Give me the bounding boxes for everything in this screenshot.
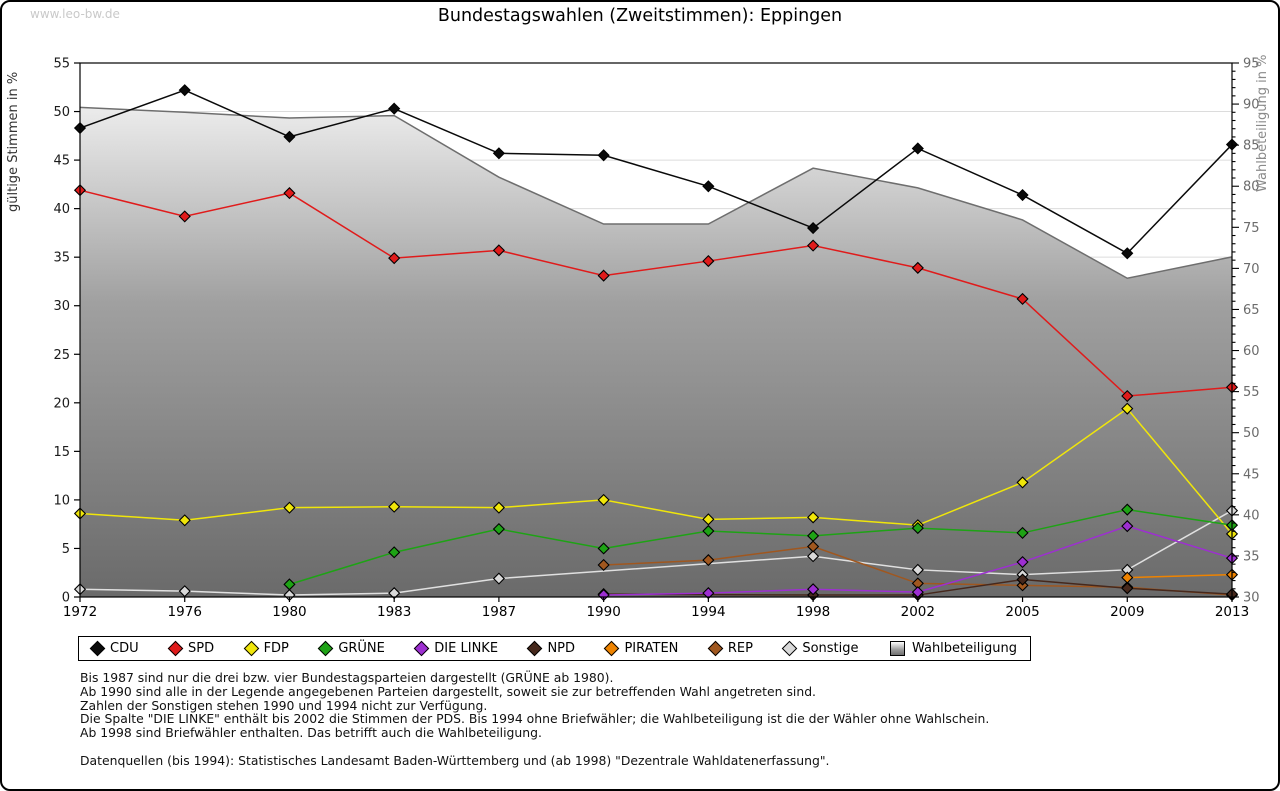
legend-item-spd: SPD xyxy=(167,640,215,657)
svg-text:50: 50 xyxy=(1243,426,1260,441)
left-axis-label: gültige Stimmen in % xyxy=(6,72,21,212)
diamond-marker-icon xyxy=(527,640,543,657)
svg-text:40: 40 xyxy=(1243,508,1260,523)
svg-text:5: 5 xyxy=(62,542,70,557)
chart-footnotes: Bis 1987 sind nur die drei bzw. vier Bun… xyxy=(80,671,989,768)
svg-text:95: 95 xyxy=(1243,57,1260,72)
svg-text:65: 65 xyxy=(1243,303,1260,318)
watermark: www.leo-bw.de xyxy=(30,7,120,21)
legend-label: REP xyxy=(727,641,753,656)
svg-text:55: 55 xyxy=(1243,385,1260,400)
svg-text:60: 60 xyxy=(1243,344,1260,359)
legend-item-cdu: CDU xyxy=(89,640,139,657)
diamond-marker-icon xyxy=(167,640,184,657)
svg-text:0: 0 xyxy=(62,591,70,606)
legend-item-fdp: FDP xyxy=(243,640,289,657)
right-axis-label: Wahlbeteiligung in % xyxy=(1255,55,1270,192)
footnote-line: Ab 1990 sind alle in der Legende angegeb… xyxy=(80,683,816,699)
footnote-line: Zahlen der Sonstigen stehen 1990 und 199… xyxy=(80,697,488,713)
legend-label: Wahlbeteiligung xyxy=(911,641,1017,656)
diamond-marker-icon xyxy=(414,640,430,657)
legend-label: DIE LINKE xyxy=(434,641,499,656)
svg-text:50: 50 xyxy=(53,105,70,120)
legend-item-npd: NPD xyxy=(527,640,576,657)
diamond-marker-icon xyxy=(782,640,798,657)
legend-label: Sonstige xyxy=(802,641,859,656)
legend-item-sonstige: Sonstige xyxy=(782,640,859,657)
svg-text:1980: 1980 xyxy=(272,604,306,620)
svg-text:1972: 1972 xyxy=(63,604,97,620)
svg-text:20: 20 xyxy=(53,396,70,411)
svg-text:10: 10 xyxy=(53,493,70,508)
svg-text:45: 45 xyxy=(53,154,70,169)
legend-label: GRÜNE xyxy=(338,641,385,656)
election-line-chart: 0 5 10 15 20 25 30 35 40 45 50 55 30 35 40 45 50 55 60 65 70… xyxy=(6,55,1270,621)
diamond-marker-icon xyxy=(318,640,334,657)
svg-text:1998: 1998 xyxy=(796,604,830,620)
series-spd xyxy=(73,184,1239,403)
series-sonstige xyxy=(73,504,1239,602)
series-cdu xyxy=(73,84,1239,260)
svg-text:1990: 1990 xyxy=(586,604,620,620)
footnote-line: Bis 1987 sind nur die drei bzw. vier Bun… xyxy=(80,670,614,685)
chart-title: Bundestagswahlen (Zweitstimmen): Eppinge… xyxy=(437,6,843,26)
svg-text:30: 30 xyxy=(1243,591,1260,606)
legend-label: FDP xyxy=(263,641,289,656)
svg-text:1994: 1994 xyxy=(691,604,725,620)
svg-text:80: 80 xyxy=(1243,180,1260,195)
svg-text:1983: 1983 xyxy=(377,604,411,620)
svg-text:2005: 2005 xyxy=(1005,604,1039,620)
legend-label: PIRATEN xyxy=(624,641,679,656)
footnote-line: Ab 1998 sind Briefwähler enthalten. Das … xyxy=(80,725,542,741)
svg-text:70: 70 xyxy=(1243,262,1260,277)
diamond-marker-icon xyxy=(707,640,724,657)
axes: 0 5 10 15 20 25 30 35 40 45 50 55 30 35 40 45 50 55 60 65 70… xyxy=(53,57,1259,621)
svg-text:1976: 1976 xyxy=(168,604,202,620)
footnote-line: Die Spalte "DIE LINKE" enthält bis 2002 … xyxy=(80,711,990,727)
legend-item-die-linke: DIE LINKE xyxy=(414,640,499,657)
svg-text:15: 15 xyxy=(53,445,70,460)
diamond-marker-icon xyxy=(604,640,620,657)
legend-item-gruene: GRÜNE xyxy=(318,640,385,657)
svg-text:30: 30 xyxy=(53,299,70,314)
legend-item-rep: REP xyxy=(707,640,753,657)
svg-text:35: 35 xyxy=(53,251,70,266)
chart-legend: CDU SPD FDP GRÜNE DIE LINKE NPD PIRATEN REP Sons… xyxy=(78,636,1031,661)
legend-item-piraten: PIRATEN xyxy=(604,640,679,657)
svg-text:35: 35 xyxy=(1243,549,1260,564)
diamond-marker-icon xyxy=(89,640,106,657)
legend-label: NPD xyxy=(547,641,576,656)
svg-text:85: 85 xyxy=(1243,139,1260,154)
legend-item-wahlbeteiligung: Wahlbeteiligung xyxy=(889,641,1017,656)
gradient-square-icon xyxy=(889,641,905,656)
diamond-marker-icon xyxy=(243,640,259,657)
legend-label: SPD xyxy=(188,641,215,656)
legend-label: CDU xyxy=(110,641,139,656)
svg-text:45: 45 xyxy=(1243,467,1260,482)
svg-text:40: 40 xyxy=(53,202,70,217)
datasource-line: Datenquellen (bis 1994): Statistisches L… xyxy=(80,752,830,768)
series-wahlbeteiligung xyxy=(79,106,1233,598)
svg-text:75: 75 xyxy=(1243,221,1260,236)
svg-text:2013: 2013 xyxy=(1215,604,1249,620)
svg-text:90: 90 xyxy=(1243,98,1260,113)
svg-text:2002: 2002 xyxy=(901,604,935,620)
svg-text:1987: 1987 xyxy=(482,604,516,620)
svg-text:2009: 2009 xyxy=(1110,604,1144,620)
svg-text:55: 55 xyxy=(53,57,70,72)
svg-text:25: 25 xyxy=(53,348,70,363)
